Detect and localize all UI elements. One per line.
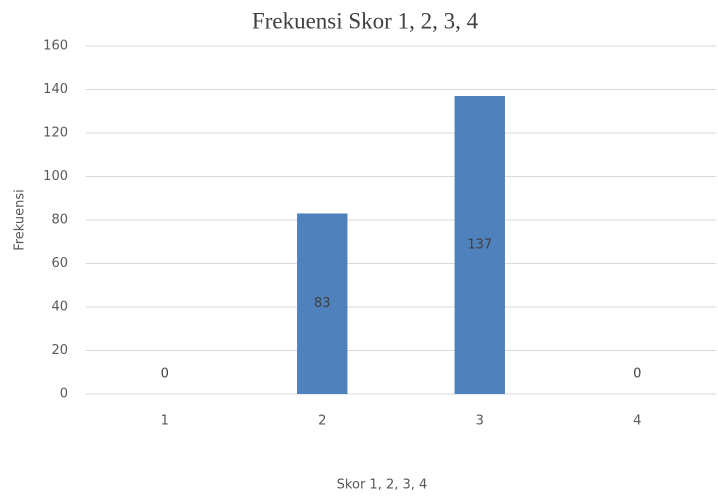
y-tick-label: 120: [43, 126, 68, 141]
x-tick-label: 3: [476, 414, 484, 429]
y-tick-label: 80: [51, 213, 68, 228]
y-tick-label: 40: [51, 300, 68, 315]
data-label: 83: [314, 296, 331, 311]
x-tick-label: 2: [318, 414, 326, 429]
data-label: 0: [633, 367, 641, 382]
y-tick-label: 140: [43, 82, 68, 97]
x-axis-label: Skor 1, 2, 3, 4: [337, 478, 428, 493]
y-tick-label: 160: [43, 39, 68, 54]
data-label: 137: [467, 238, 492, 253]
y-tick-label: 60: [51, 256, 68, 271]
x-tick-label: 1: [161, 414, 169, 429]
data-label: 0: [161, 367, 169, 382]
bar: [454, 96, 505, 395]
y-tick-label: 20: [51, 343, 68, 358]
y-tick-label: 0: [60, 387, 68, 402]
chart-title: Frekuensi Skor 1, 2, 3, 4: [252, 8, 479, 33]
y-axis-label: Frekuensi: [13, 189, 28, 251]
bar: [297, 213, 348, 394]
y-tick-label: 100: [43, 169, 68, 184]
x-tick-label: 4: [633, 414, 641, 429]
